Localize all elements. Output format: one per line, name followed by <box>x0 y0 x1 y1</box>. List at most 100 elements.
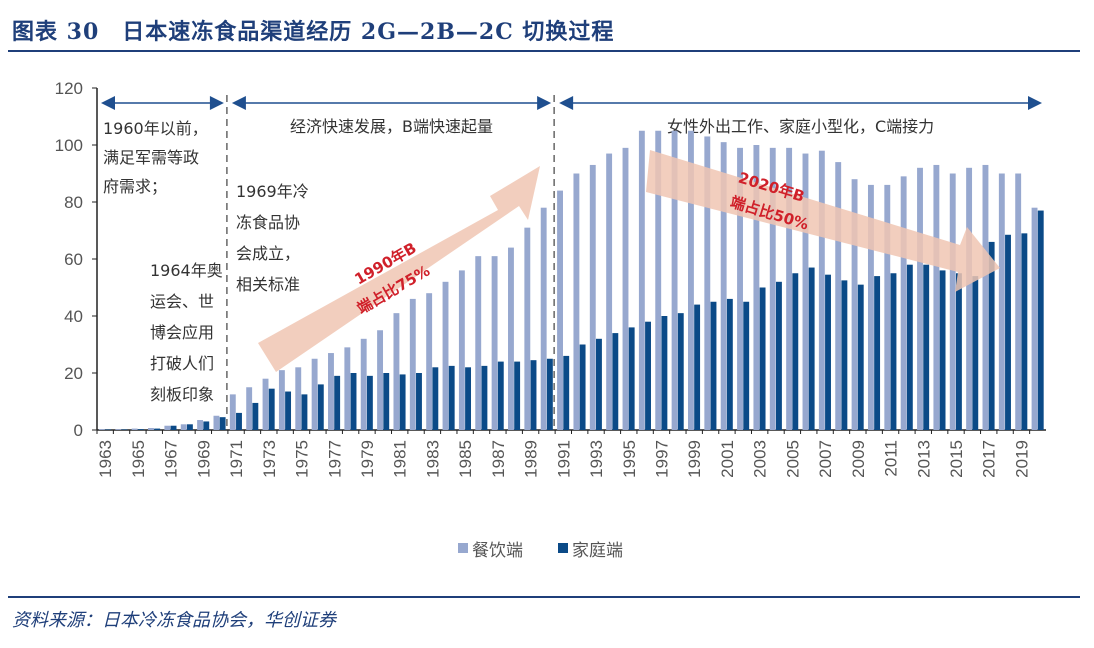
bar-household <box>1037 210 1044 430</box>
arrow-left-icon <box>101 96 115 110</box>
x-tick-label: 2009 <box>849 440 868 478</box>
bar-foodservice <box>229 394 236 430</box>
legend-swatch <box>558 543 568 553</box>
bar-household <box>972 276 979 430</box>
bar-household <box>563 355 570 430</box>
x-tick-label: 2001 <box>718 440 737 478</box>
source-note: 资料来源：日本冷冻食品协会，华创证券 <box>12 610 336 631</box>
bar-household <box>628 327 635 430</box>
annotation-1969: 冻食品协 <box>236 213 300 232</box>
bar-household <box>350 373 357 430</box>
bar-foodservice <box>458 270 465 430</box>
x-tick-label: 2005 <box>783 440 802 478</box>
y-tick-label: 0 <box>74 421 83 440</box>
bar-foodservice <box>197 420 204 430</box>
arrow-right-icon <box>537 96 552 110</box>
title-divider <box>8 50 1080 52</box>
bar-household <box>219 417 226 430</box>
x-tick-label: 1981 <box>391 440 410 478</box>
annotation-1964: 1964年奥 <box>150 261 223 280</box>
bar-household <box>268 388 275 430</box>
bar-household <box>137 429 144 430</box>
bar-foodservice <box>737 147 743 430</box>
bar-foodservice <box>1031 207 1038 430</box>
bar-household <box>236 412 242 430</box>
x-tick-label: 2019 <box>1012 440 1031 478</box>
x-tick-label: 1979 <box>358 440 377 478</box>
bar-household <box>497 361 504 430</box>
bar-foodservice <box>115 429 122 430</box>
bar-household <box>759 287 766 430</box>
bar-foodservice <box>655 130 662 430</box>
x-tick-label: 1963 <box>96 440 115 478</box>
bar-household <box>105 429 112 430</box>
trend-up-arrow <box>258 166 540 372</box>
bar-household <box>170 425 177 430</box>
bar-foodservice <box>344 347 351 430</box>
bar-chart: 0 20 40 60 80 100 120 经济快速发展，B端快速起量 女性外出工作、家庭小型化… <box>55 79 1046 561</box>
bar-foodservice <box>949 173 956 430</box>
bar-foodservice <box>328 353 334 430</box>
bar-foodservice <box>475 256 482 430</box>
annotation-1964: 刻板印象 <box>150 385 214 404</box>
x-tick-label: 1967 <box>162 440 181 478</box>
bar-foodservice <box>867 184 874 430</box>
x-tick-label: 1977 <box>325 440 344 478</box>
bar-foodservice <box>262 378 269 430</box>
bar-household <box>825 274 831 430</box>
bar-household <box>383 373 390 430</box>
phase-label-pre1960: 1960年以前，满足军需等政府需求； <box>103 119 208 196</box>
bar-household <box>710 301 717 430</box>
bar-foodservice <box>786 147 793 430</box>
bar-foodservice <box>851 179 858 430</box>
bar-household <box>465 367 472 430</box>
bar-foodservice <box>311 358 318 430</box>
bar-household <box>955 273 962 430</box>
bar-foodservice <box>753 145 760 430</box>
bar-foodservice <box>589 164 596 430</box>
x-tick-label: 2015 <box>947 440 966 478</box>
bar-foodservice <box>508 247 514 430</box>
bar-household <box>857 284 864 430</box>
x-tick-label: 2007 <box>816 440 835 478</box>
bar-household <box>792 273 799 430</box>
figure-title: 图表 30 日本速冻食品渠道经历 2G—2B—2C 切换过程 <box>12 19 615 45</box>
x-tick-label: 2003 <box>751 440 770 478</box>
bar-household <box>890 273 897 430</box>
bar-household <box>661 316 668 430</box>
x-tick-label: 1989 <box>522 440 541 478</box>
bar-household <box>579 344 586 430</box>
x-tick-label: 1969 <box>194 440 213 478</box>
bar-foodservice <box>131 428 138 430</box>
annotation-1969: 相关标准 <box>236 275 300 294</box>
bar-foodservice <box>426 293 433 430</box>
bar-foodservice <box>98 429 105 430</box>
x-tick-label: 1993 <box>587 440 606 478</box>
bar-foodservice <box>982 164 989 430</box>
bar-household <box>1005 234 1011 430</box>
bar-household <box>841 280 848 430</box>
bar-foodservice <box>278 370 285 430</box>
bar-household <box>726 298 733 430</box>
bar-household <box>775 281 782 430</box>
bar-household <box>285 391 292 430</box>
bar-household <box>596 338 602 430</box>
bar-household <box>988 241 995 430</box>
annotation-1969: 会成立， <box>236 244 300 263</box>
bar-foodservice <box>409 298 416 430</box>
trend-down-arrow <box>646 150 1000 292</box>
bar-foodservice <box>213 415 220 430</box>
x-tick-label: 1999 <box>685 440 704 478</box>
annotation-1964: 运会、世 <box>150 292 214 311</box>
bar-household <box>906 264 913 430</box>
bar-household <box>645 321 651 430</box>
bar-foodservice <box>720 142 727 430</box>
bar-household <box>481 365 488 430</box>
x-tick-label: 1991 <box>554 440 573 478</box>
bar-foodservice <box>884 184 891 430</box>
x-tick-label: 1985 <box>456 440 475 478</box>
bar-household <box>203 421 210 430</box>
bar-household <box>514 361 521 430</box>
bar-household <box>186 424 193 430</box>
x-tick-label: 1975 <box>293 440 312 478</box>
